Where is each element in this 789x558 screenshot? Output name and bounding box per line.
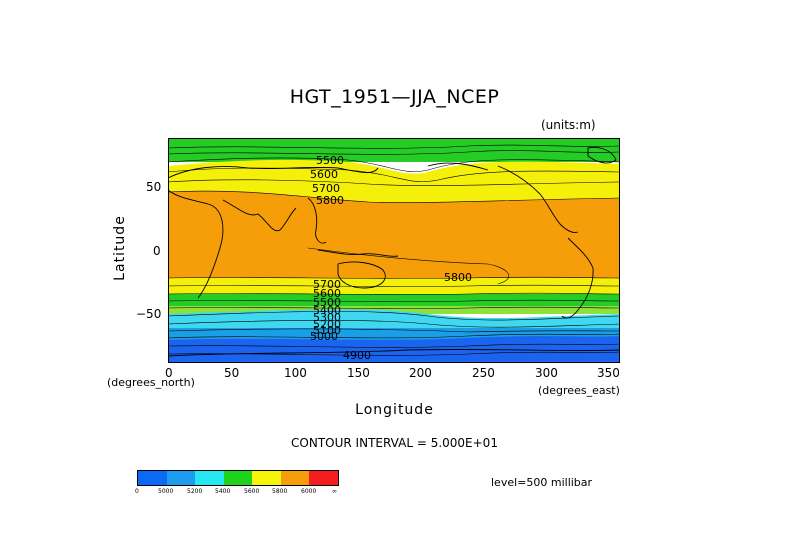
colorbar-label: 6000: [301, 488, 317, 495]
contour-interval-label: CONTOUR INTERVAL = 5.000E+01: [291, 436, 498, 450]
colorbar-segment: [166, 471, 196, 485]
coast-indonesia: [317, 249, 399, 257]
coast-antarctica: [167, 348, 621, 357]
colorbar-label: 5800: [272, 488, 288, 495]
map-svg: 5500 5600 5700 5800 5800 5700 5600 5500 …: [167, 138, 621, 363]
colorbar-label: 5600: [244, 488, 260, 495]
colorbar-segment: [195, 471, 224, 485]
band-yellow-south: [168, 278, 620, 296]
band-orange: [168, 191, 620, 288]
coast-alaska: [427, 162, 489, 171]
colorbar-segment: [252, 471, 281, 485]
contour-label: 5100: [313, 324, 341, 337]
band-green-top: [168, 138, 620, 162]
y-tick: 0: [153, 244, 161, 258]
x-unit-label: (degrees_east): [538, 384, 620, 397]
x-tick: 50: [224, 366, 240, 380]
colorbar-segment: [223, 471, 253, 485]
x-tick: 150: [347, 366, 370, 380]
y-unit-label: (degrees_north): [107, 376, 195, 389]
contour-map: 5500 5600 5700 5800 5800 5700 5600 5500 …: [167, 138, 621, 363]
coast-north-america: [497, 165, 579, 233]
colorbar: [137, 470, 339, 486]
coast-australia: [337, 261, 386, 289]
x-tick: 350: [597, 366, 620, 380]
contour-label: 5500: [316, 154, 344, 167]
coast-eastasia: [307, 197, 327, 244]
contour-label-group: 5500 5600 5700 5800 5800 5700 5600 5500 …: [310, 154, 472, 362]
colorbar-segment: [309, 471, 339, 485]
level-label: level=500 millibar: [491, 476, 593, 489]
coast-africa: [167, 189, 224, 299]
coast-greenland: [587, 147, 617, 164]
band-cyan: [168, 309, 620, 330]
y-tick: −50: [136, 307, 162, 321]
colorbar-segment: [280, 471, 310, 485]
colorbar-label: 5200: [187, 488, 203, 495]
band-lightgreen: [168, 306, 620, 314]
band-blue: [168, 336, 620, 363]
coast-arabia-india: [222, 199, 297, 232]
page-title: HGT_1951—JJA_NCEP: [289, 86, 500, 108]
contour-label: 5200: [313, 318, 341, 331]
coastlines: [167, 147, 621, 357]
contour-label: 4900: [343, 349, 371, 362]
contour-lines: [167, 144, 621, 356]
colorbar-segment: [138, 471, 167, 485]
contour-label: 5400: [313, 304, 341, 317]
contour-label: 5700: [313, 278, 341, 291]
contour-label: 5600: [310, 168, 338, 181]
x-tick: 250: [472, 366, 495, 380]
y-axis-label: Latitude: [112, 215, 128, 281]
contour-label: 5000: [310, 330, 338, 343]
x-axis-label: Longitude: [355, 402, 434, 418]
contour-label: 5800: [316, 194, 344, 207]
colorbar-label: 0: [135, 488, 139, 495]
colorbar-label: 5000: [158, 488, 174, 495]
contour-label: 5700: [312, 182, 340, 195]
contour-label: 5300: [313, 311, 341, 324]
band-green-south: [168, 294, 620, 308]
contour-label: 5800: [444, 271, 472, 284]
coast-europe-asia: [167, 166, 379, 179]
map-frame: [168, 138, 620, 363]
contour-label: 5500: [313, 296, 341, 309]
y-tick: 50: [146, 180, 162, 194]
x-tick: 0: [165, 366, 173, 380]
contour-label: 5600: [313, 287, 341, 300]
coast-south-america: [561, 237, 594, 319]
colorbar-label: 5400: [215, 488, 231, 495]
x-tick: 300: [535, 366, 558, 380]
x-tick: 200: [409, 366, 432, 380]
x-tick: 100: [284, 366, 307, 380]
units-label: (units:m): [541, 118, 596, 132]
colorbar-label: ∞: [332, 488, 337, 495]
